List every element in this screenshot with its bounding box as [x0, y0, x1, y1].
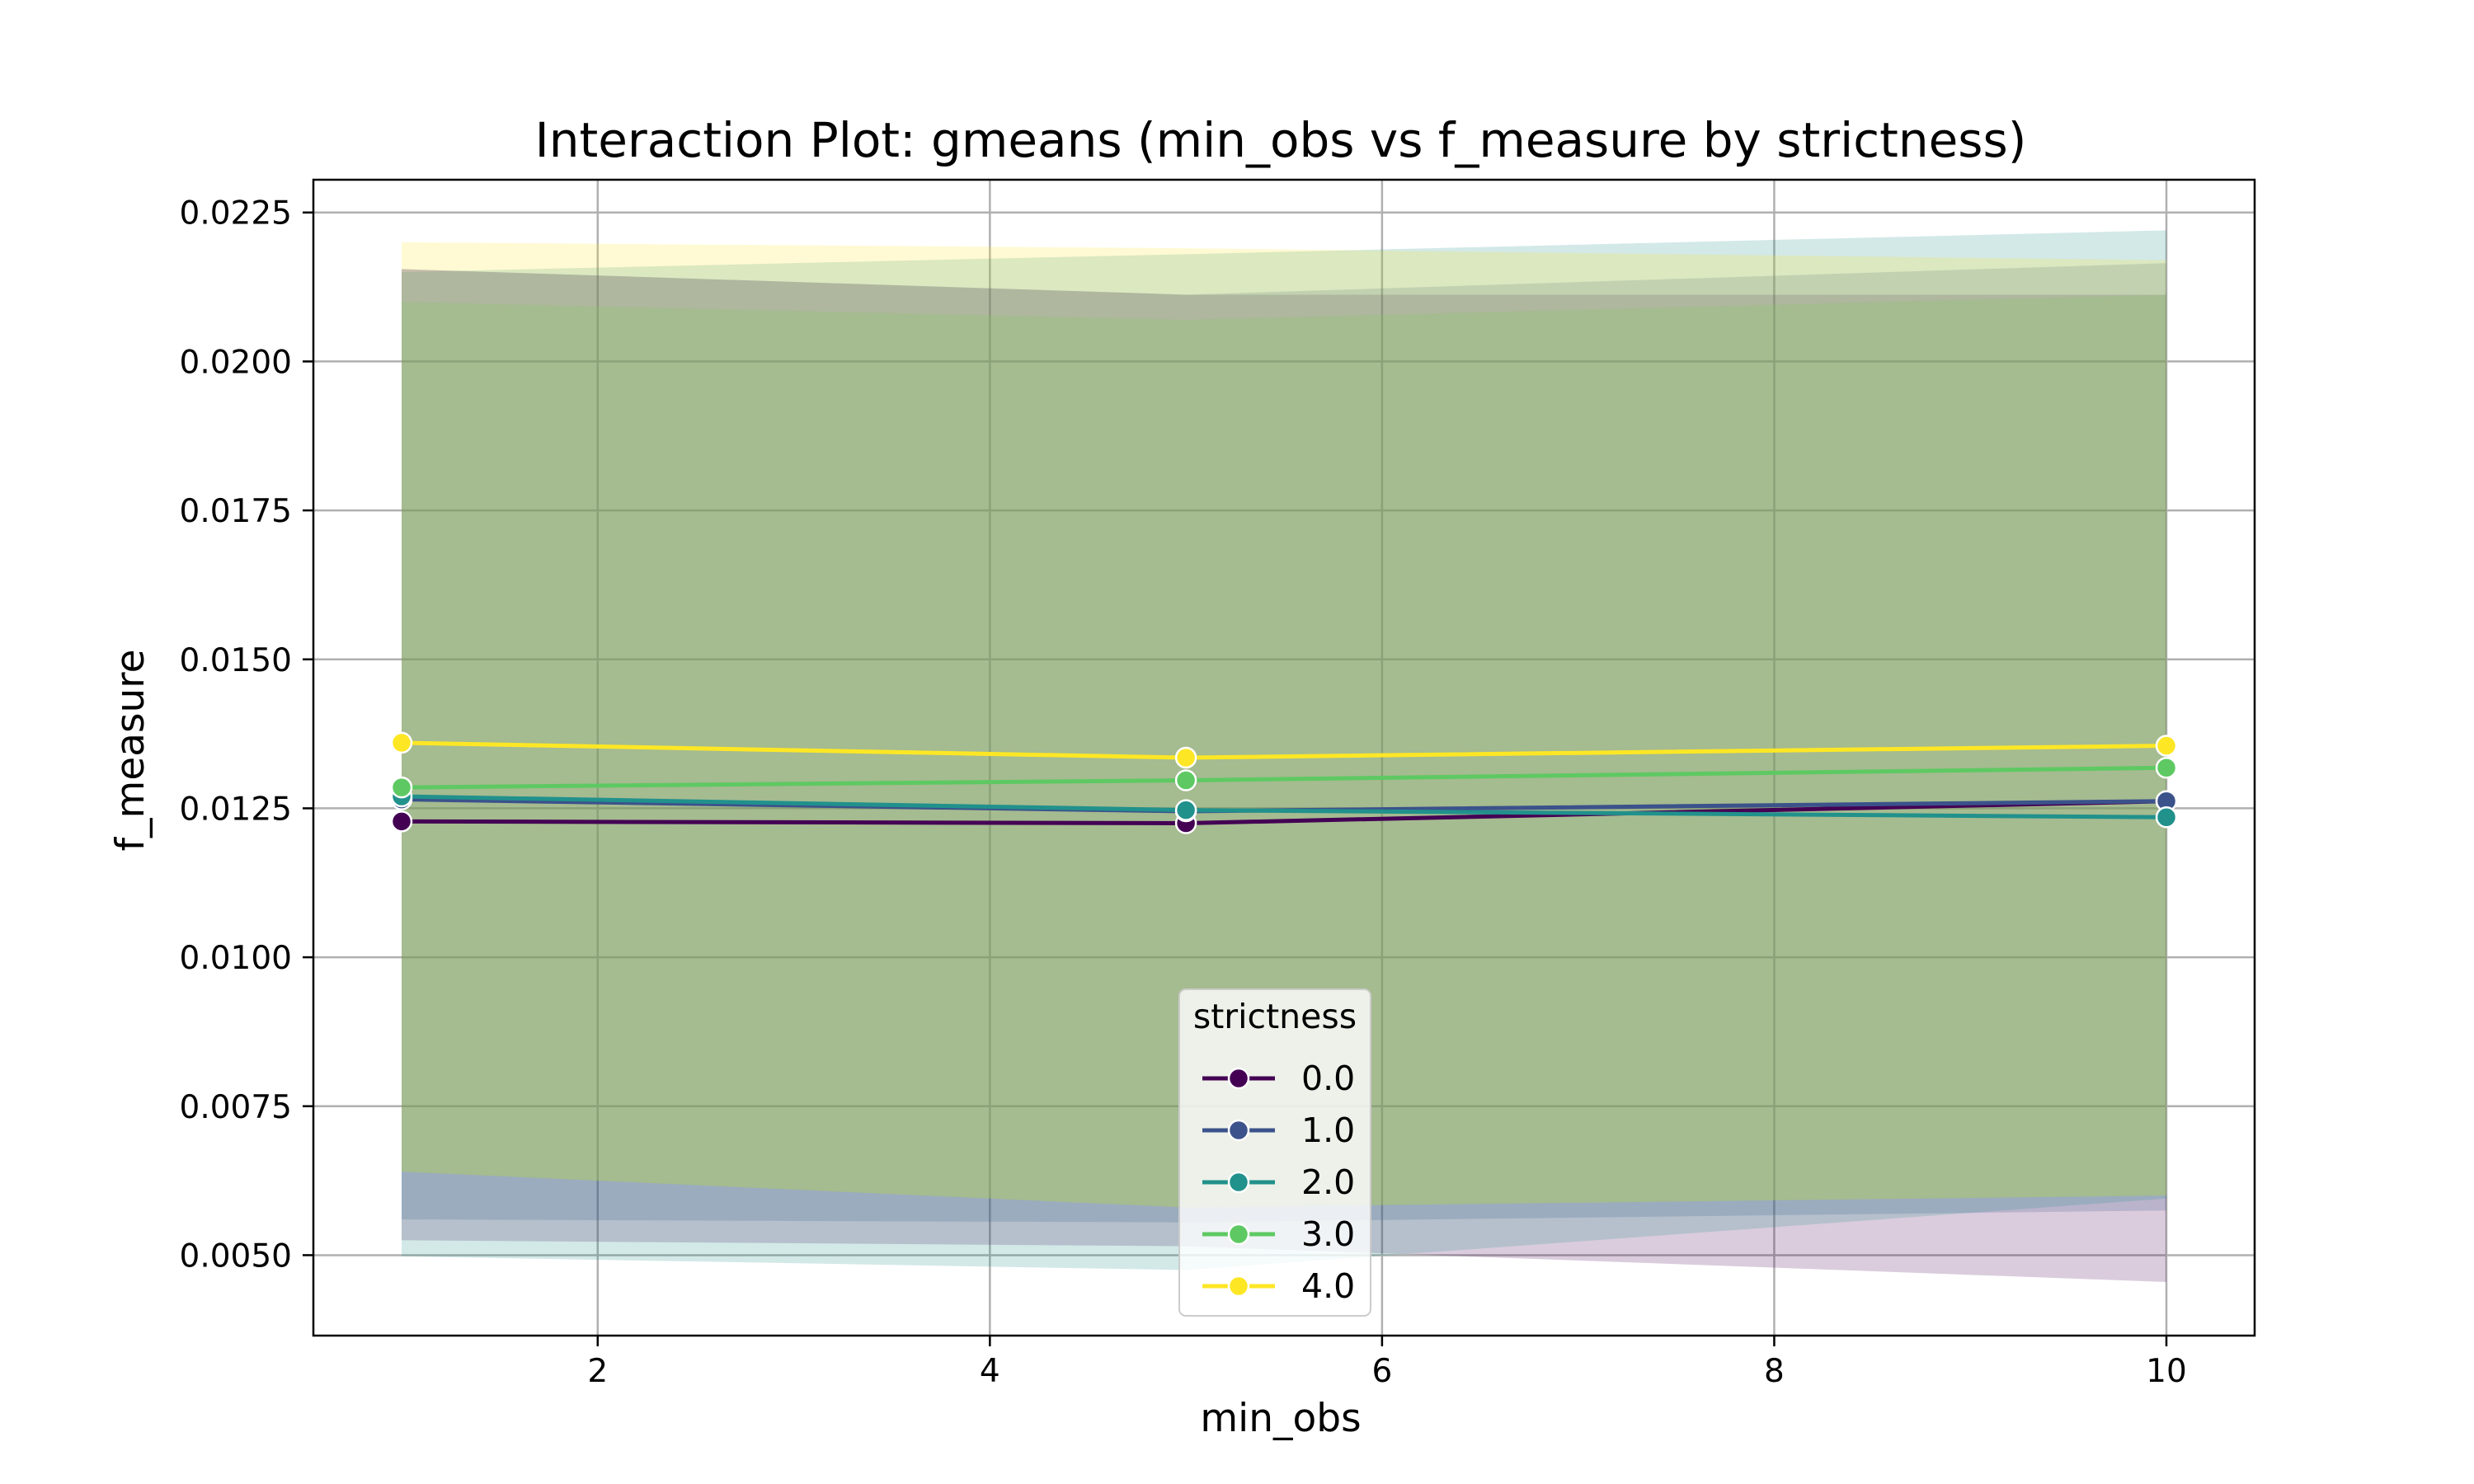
x-axis-ticks: 2 4 6 8 10 [587, 1336, 2187, 1390]
y-tick-label-1: 0.0075 [180, 1089, 292, 1126]
ci-band-series-1 [402, 263, 2166, 1223]
legend-marker-3 [1227, 1223, 1250, 1246]
y-tick-label-4: 0.0150 [180, 642, 292, 679]
x-tick-label-3: 8 [1764, 1353, 1785, 1390]
x-tick-label-2: 6 [1371, 1353, 1392, 1390]
y-tick-label-6: 0.0200 [180, 344, 292, 381]
legend-entry-1: 1.0 [1202, 1111, 1355, 1150]
y-tick-label-2: 0.0100 [180, 940, 292, 977]
legend-label-4: 4.0 [1301, 1266, 1355, 1306]
x-axis-label: min_obs [1200, 1396, 1361, 1441]
chart-title: Interaction Plot: gmeans (min_obs vs f_m… [535, 112, 2027, 168]
data-point-s3-2 [2155, 757, 2178, 779]
confidence-bands [402, 230, 2166, 1282]
ci-band-series-0 [402, 269, 2166, 1282]
ci-band-series-4 [402, 242, 2166, 1208]
data-point-s3-0 [390, 776, 413, 799]
ci-band-series-2 [402, 230, 2166, 1270]
data-point-s3-1 [1174, 769, 1197, 791]
legend-entry-4: 4.0 [1202, 1266, 1355, 1306]
legend-marker-0 [1227, 1067, 1250, 1090]
legend-label-2: 2.0 [1301, 1162, 1355, 1202]
y-axis-ticks: 0.0050 0.0075 0.0100 0.0125 0.0150 0.0175 0.02… [180, 195, 313, 1275]
legend-entry-3: 3.0 [1202, 1214, 1355, 1254]
y-tick-label-3: 0.0125 [180, 791, 292, 828]
legend: strictness 0.0 1.0 2.0 3.0 4.0 [1178, 989, 1371, 1317]
legend-entry-2: 2.0 [1202, 1162, 1355, 1202]
legend-marker-1 [1227, 1119, 1250, 1142]
legend-entries: 0.0 1.0 2.0 3.0 4.0 [1202, 1059, 1355, 1306]
y-tick-label-5: 0.0175 [180, 493, 292, 530]
legend-label-1: 1.0 [1301, 1111, 1355, 1150]
series-markers [390, 731, 2178, 834]
ci-band-series-3 [402, 294, 2166, 1208]
x-tick-label-0: 2 [587, 1353, 608, 1390]
legend-title: strictness [1193, 997, 1357, 1036]
y-tick-label-0: 0.0050 [180, 1237, 292, 1275]
data-point-s4-0 [390, 731, 413, 754]
data-point-s2-1 [1174, 799, 1197, 821]
data-point-s4-1 [1174, 746, 1197, 769]
plot-frame [312, 178, 2256, 1337]
data-point-s0-0 [390, 810, 413, 833]
y-tick-label-7: 0.0225 [180, 195, 292, 232]
x-tick-label-4: 10 [2146, 1353, 2187, 1390]
legend-entry-0: 0.0 [1202, 1059, 1355, 1098]
legend-marker-4 [1227, 1275, 1250, 1298]
data-point-s2-2 [2155, 806, 2178, 829]
grid [313, 180, 2255, 1336]
legend-label-3: 3.0 [1301, 1214, 1355, 1254]
x-tick-label-1: 4 [980, 1353, 1000, 1390]
y-axis-label: f_measure [108, 649, 153, 851]
legend-label-0: 0.0 [1301, 1059, 1355, 1098]
data-point-s4-2 [2155, 735, 2178, 757]
legend-marker-2 [1227, 1171, 1250, 1194]
